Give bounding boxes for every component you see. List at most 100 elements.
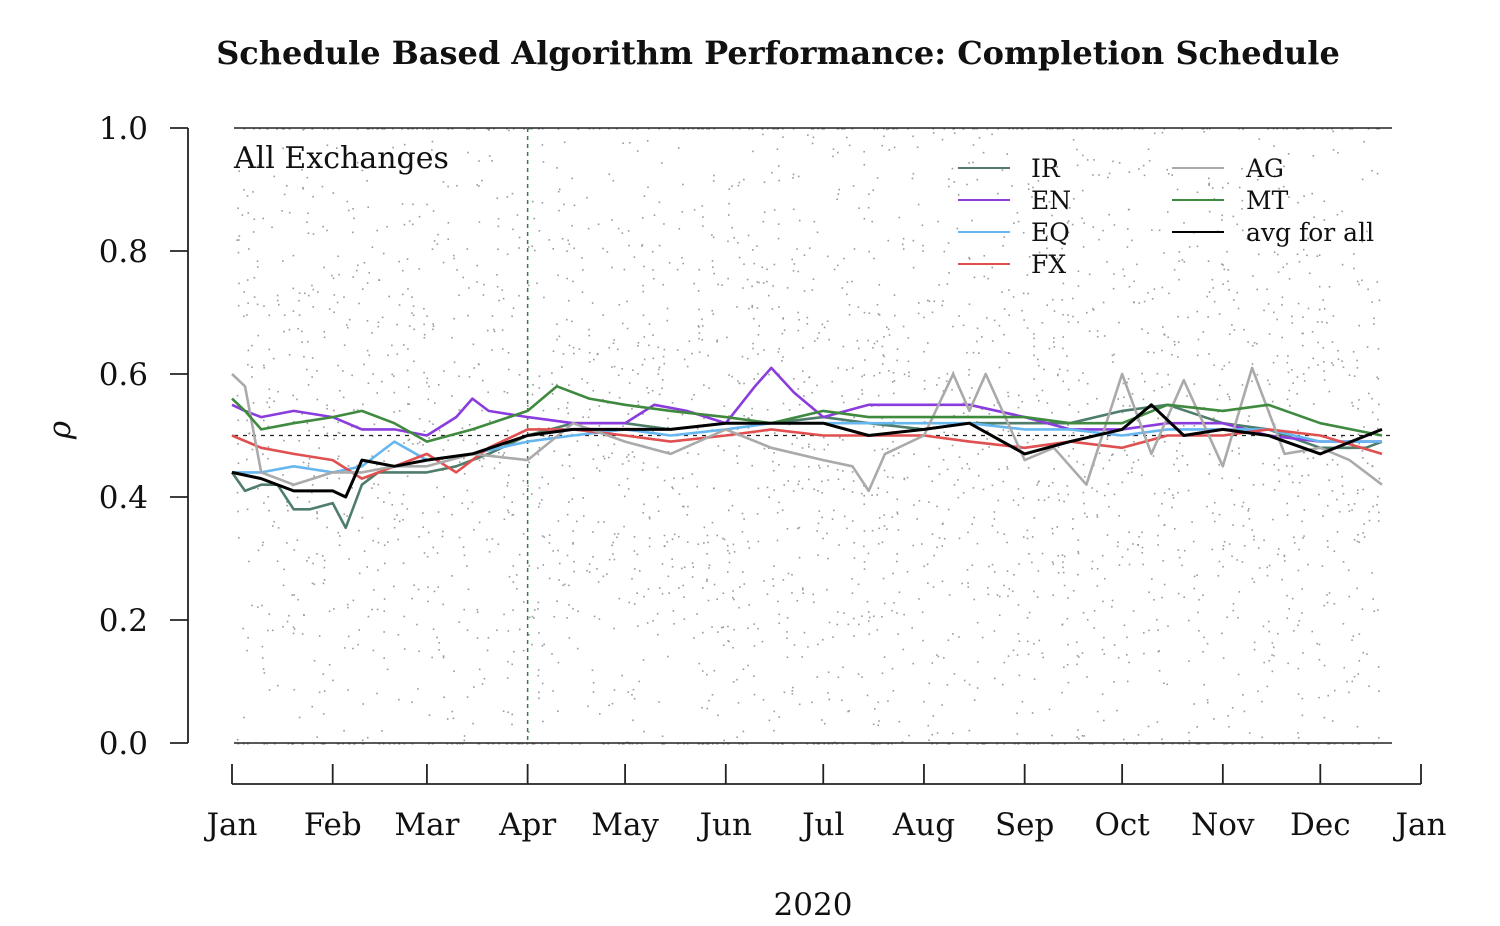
background-point: [572, 477, 575, 480]
background-point: [478, 221, 481, 223]
background-point: [1151, 298, 1154, 300]
background-point: [1103, 335, 1106, 337]
background-point: [456, 184, 458, 187]
background-point: [511, 713, 513, 716]
background-point: [1148, 591, 1150, 594]
background-point: [1342, 622, 1345, 625]
background-point: [1033, 643, 1035, 645]
background-point: [686, 541, 689, 543]
background-point: [893, 294, 896, 296]
background-point: [1277, 271, 1280, 273]
background-point: [648, 516, 651, 518]
background-point: [921, 543, 923, 545]
background-point: [1357, 433, 1360, 436]
background-point: [747, 427, 750, 429]
background-point: [608, 173, 610, 176]
background-point: [512, 650, 515, 653]
background-point: [246, 458, 248, 461]
background-point: [496, 273, 498, 276]
background-point: [1057, 555, 1060, 557]
background-point: [637, 344, 639, 347]
background-point: [816, 337, 819, 340]
background-point: [403, 344, 405, 346]
background-point: [482, 457, 485, 460]
background-point: [1331, 459, 1334, 461]
background-point: [238, 235, 241, 237]
background-point: [967, 586, 970, 588]
background-point: [708, 128, 710, 130]
background-point: [772, 585, 775, 587]
background-point: [1066, 221, 1069, 224]
background-point: [566, 318, 568, 321]
background-point: [1243, 710, 1246, 713]
background-point: [953, 128, 956, 130]
background-point: [1317, 364, 1319, 366]
background-point: [276, 128, 279, 130]
background-point: [568, 384, 570, 386]
background-point: [1082, 154, 1084, 157]
background-point: [867, 611, 870, 613]
background-point: [738, 256, 741, 259]
background-point: [1103, 719, 1105, 722]
background-point: [383, 631, 385, 633]
background-point: [398, 260, 400, 263]
background-point: [652, 269, 654, 271]
background-point: [503, 390, 506, 393]
background-point: [1048, 708, 1051, 711]
background-point: [1347, 569, 1350, 572]
background-point: [1057, 572, 1060, 574]
background-point: [351, 487, 354, 489]
background-point: [1347, 503, 1350, 506]
background-point: [1177, 491, 1179, 494]
background-point: [941, 138, 944, 141]
background-point: [1223, 268, 1226, 271]
background-point: [1377, 348, 1380, 350]
background-point: [263, 743, 265, 745]
background-point: [307, 465, 310, 467]
background-point: [433, 402, 436, 404]
background-point: [631, 577, 633, 580]
background-point: [637, 400, 639, 403]
background-point: [572, 607, 574, 610]
background-point: [512, 307, 515, 310]
background-point: [701, 706, 703, 709]
background-point: [1366, 653, 1368, 655]
background-point: [568, 584, 570, 587]
background-point: [257, 334, 260, 337]
background-point: [916, 518, 919, 520]
background-point: [608, 391, 611, 394]
background-point: [568, 501, 570, 503]
background-point: [1076, 654, 1079, 657]
background-point: [262, 217, 265, 220]
background-point: [1008, 352, 1010, 354]
background-point: [871, 743, 873, 745]
background-point: [1163, 682, 1165, 685]
background-point: [1358, 743, 1361, 745]
background-point: [938, 473, 941, 476]
background-point: [438, 429, 441, 432]
x-axis-label: 2020: [774, 887, 853, 923]
background-point: [1251, 363, 1254, 365]
background-point: [271, 226, 273, 229]
background-point: [742, 571, 744, 573]
background-point: [1333, 743, 1336, 745]
background-point: [1017, 220, 1020, 223]
background-point: [1328, 479, 1330, 481]
background-point: [831, 380, 834, 383]
background-point: [353, 409, 355, 411]
background-point: [943, 431, 945, 434]
background-point: [1086, 382, 1089, 385]
background-point: [1368, 392, 1370, 395]
background-point: [1213, 198, 1216, 200]
background-point: [751, 414, 753, 416]
background-point: [351, 374, 353, 377]
background-point: [786, 631, 788, 633]
background-point: [753, 623, 756, 625]
background-point: [268, 509, 270, 512]
background-point: [1198, 630, 1200, 632]
background-point: [658, 393, 661, 396]
background-point: [962, 128, 965, 130]
background-point: [661, 563, 664, 565]
background-point: [1288, 473, 1291, 476]
background-point: [586, 196, 588, 199]
